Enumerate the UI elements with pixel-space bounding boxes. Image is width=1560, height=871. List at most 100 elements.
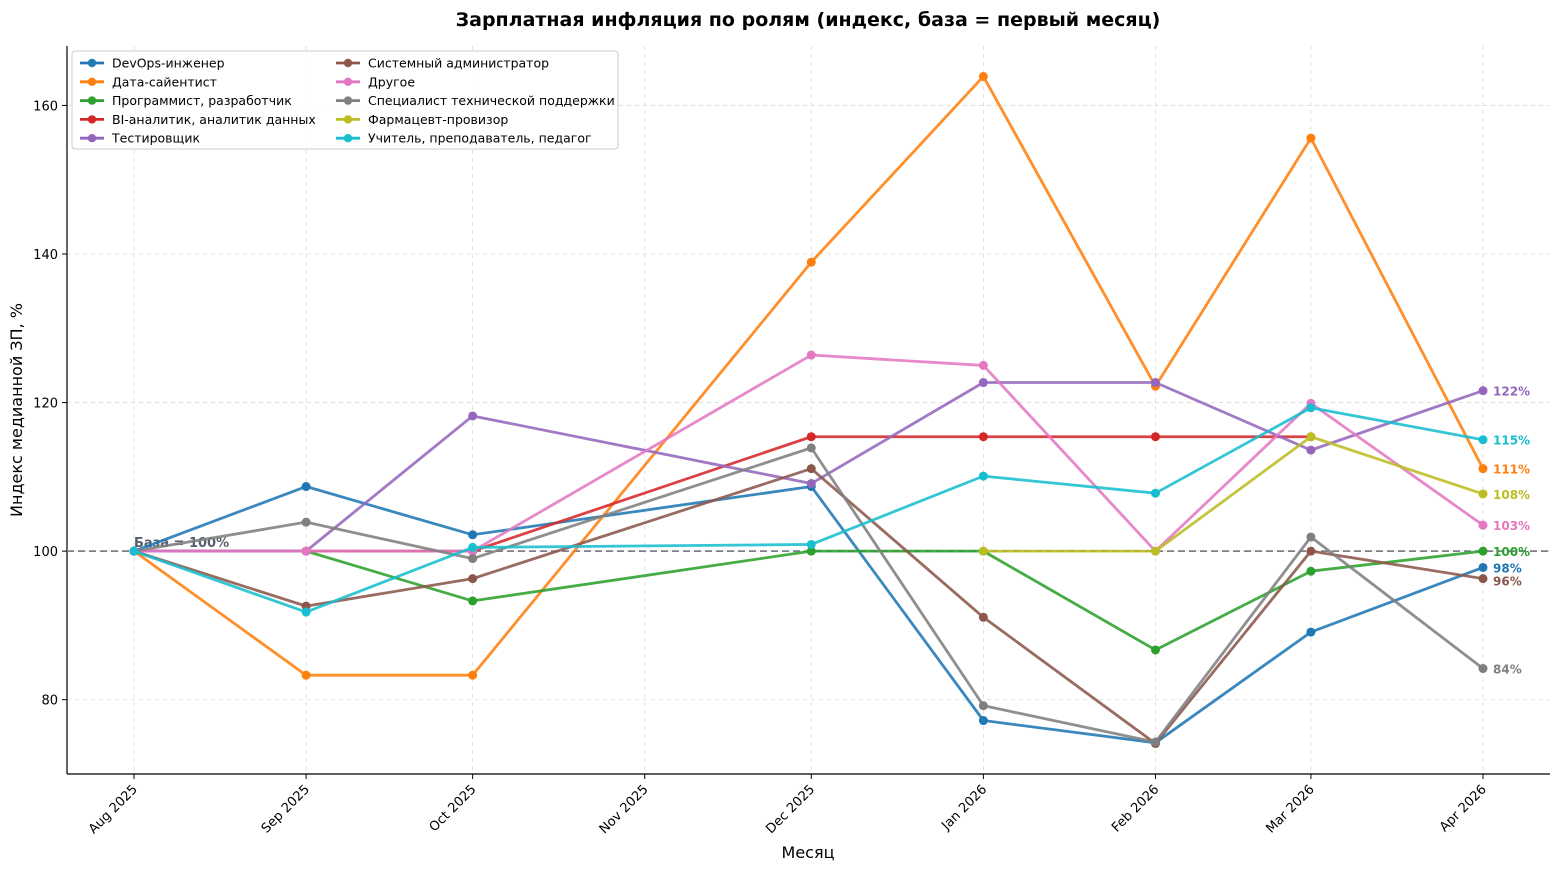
data-point — [1306, 403, 1316, 413]
series-line — [133, 406, 1484, 614]
legend-label: Специалист технической поддержки — [368, 93, 615, 108]
data-point — [1306, 133, 1316, 143]
legend-item: Другое — [336, 74, 415, 89]
data-point — [806, 350, 816, 360]
end-label-layer: 122% 115% 111% 108% 103% 100% 98%96% 84% — [1493, 385, 1530, 677]
series-end-label: 111% — [1493, 463, 1530, 477]
data-point — [978, 360, 988, 370]
data-point — [1478, 664, 1488, 674]
legend-swatch-marker — [87, 58, 97, 68]
data-point — [978, 471, 988, 481]
series-end-label: 98% — [1493, 561, 1522, 575]
data-point — [468, 574, 478, 584]
legend-label: Другое — [368, 74, 415, 89]
y-tick-label: 120 — [33, 397, 58, 412]
legend-item: Учитель, преподаватель, педагог — [336, 131, 592, 146]
legend-item: Системный администратор — [336, 56, 549, 71]
series-line — [133, 446, 1484, 744]
y-axis-label: Индекс медианной ЗП, % — [7, 303, 26, 517]
legend-label: BI-аналитик, аналитик данных — [112, 112, 316, 127]
data-point — [1306, 432, 1316, 442]
legend-swatch-marker — [343, 77, 353, 87]
legend-swatch-marker — [87, 134, 97, 143]
chart-title: Зарплатная инфляция по ролям (индекс, ба… — [456, 9, 1161, 31]
legend-item: Дата-сайентист — [80, 74, 217, 89]
data-point — [1478, 489, 1488, 499]
legend-label: Тестировщик — [111, 131, 200, 146]
data-point — [978, 612, 988, 622]
data-point — [1150, 378, 1160, 388]
legend-swatch-marker — [343, 115, 353, 124]
data-point — [978, 432, 988, 442]
legend-label: Фармацевт-провизор — [368, 112, 508, 127]
series-line — [983, 435, 1484, 553]
data-point — [1478, 574, 1488, 584]
data-point — [1150, 645, 1160, 655]
data-point — [468, 596, 478, 606]
data-point — [301, 482, 311, 492]
data-point — [978, 701, 988, 711]
data-point — [468, 542, 478, 552]
legend-label: Системный администратор — [368, 56, 549, 71]
data-point — [468, 530, 478, 540]
legend: DevOps-инженер Дата-сайентист Программист,… — [71, 50, 619, 150]
data-point — [1306, 627, 1316, 637]
data-point — [806, 479, 816, 489]
data-point — [1306, 445, 1316, 455]
data-point — [1478, 386, 1488, 396]
series-end-label: 122% — [1493, 385, 1530, 399]
data-point — [1150, 546, 1160, 556]
data-point — [1150, 488, 1160, 498]
data-point — [468, 411, 478, 421]
data-point — [1478, 435, 1488, 445]
legend-swatch-marker — [87, 96, 97, 105]
legend-swatch-marker — [343, 96, 353, 105]
series-layer — [129, 71, 1488, 749]
y-tick-label: 80 — [41, 694, 58, 709]
data-point — [129, 546, 139, 556]
legend-label: Дата-сайентист — [112, 74, 217, 89]
series-group — [129, 403, 1488, 617]
y-tick-label: 160 — [33, 99, 58, 114]
x-axis-label: Месяц — [782, 843, 835, 862]
data-point — [806, 432, 816, 442]
legend-item: BI-аналитик, аналитик данных — [80, 112, 316, 127]
data-point — [1306, 532, 1316, 542]
legend-item: Фармацевт-провизор — [336, 112, 508, 127]
data-point — [1478, 562, 1488, 572]
legend-swatch-marker — [343, 134, 353, 143]
series-group — [978, 432, 1488, 556]
data-point — [806, 546, 816, 556]
legend-swatch-marker — [87, 77, 97, 87]
legend-item: Тестировщик — [80, 131, 200, 146]
data-point — [301, 670, 311, 680]
data-point — [468, 670, 478, 680]
data-point — [1306, 566, 1316, 576]
data-point — [978, 546, 988, 556]
series-line — [133, 75, 1485, 677]
y-tick-label: 100 — [33, 545, 58, 560]
series-end-label: 96% — [1493, 574, 1522, 588]
data-point — [806, 539, 816, 549]
data-point — [1478, 520, 1488, 530]
data-point — [806, 464, 816, 474]
data-point — [978, 71, 988, 81]
legend-label: Программист, разработчик — [112, 93, 292, 108]
data-point — [1478, 546, 1488, 556]
series-end-label: 100% — [1493, 545, 1530, 559]
y-tick-label: 140 — [33, 248, 58, 263]
legend-item: DevOps-инженер — [80, 56, 225, 71]
series-end-label: 103% — [1493, 519, 1530, 533]
data-point — [301, 546, 311, 556]
legend-item: Программист, разработчик — [80, 93, 292, 108]
series-end-label: 108% — [1493, 488, 1530, 502]
series-line — [134, 353, 1484, 553]
series-end-label: 115% — [1493, 434, 1530, 448]
data-point — [978, 378, 988, 388]
legend-item: Специалист технической поддержки — [336, 93, 615, 108]
legend-swatch-marker — [343, 58, 353, 68]
data-point — [1150, 737, 1160, 747]
data-point — [1150, 432, 1160, 442]
data-point — [978, 716, 988, 726]
